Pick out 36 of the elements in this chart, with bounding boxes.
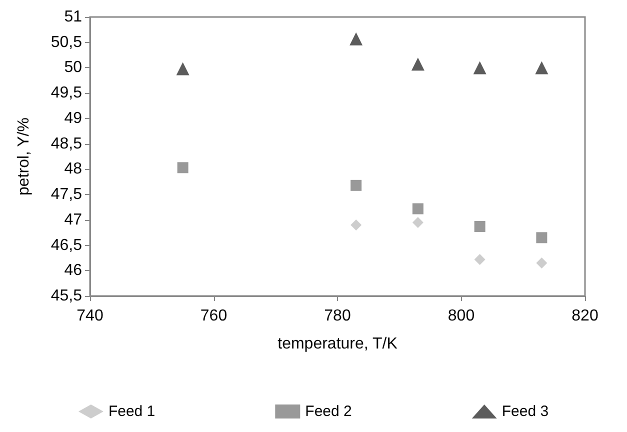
point — [412, 216, 424, 228]
y-tick-label: 48 — [64, 160, 82, 178]
point — [411, 58, 424, 71]
point — [350, 219, 362, 230]
y-tick-label: 49 — [64, 110, 82, 127]
point — [412, 203, 424, 214]
legend-label: Feed 3 — [502, 403, 549, 420]
point — [536, 232, 548, 244]
point — [474, 254, 486, 265]
legend-label: Feed 1 — [108, 403, 156, 420]
y-tick-label: 45,5 — [50, 288, 82, 304]
point — [176, 62, 190, 76]
y-tick-label: 47,5 — [50, 186, 82, 204]
point — [536, 258, 548, 269]
x-axis-title: temperature, T/K — [278, 336, 398, 352]
y-tick-label: 47 — [64, 211, 82, 228]
y-tick-label: 46,5 — [50, 236, 82, 254]
point — [535, 61, 548, 74]
y-tick-label: 49,5 — [50, 84, 82, 102]
x-tick-label: 800 — [448, 308, 475, 324]
point — [350, 32, 363, 46]
point — [474, 221, 486, 232]
point — [473, 61, 486, 74]
x-tick-label: 820 — [572, 308, 598, 324]
x-tick-label: 760 — [200, 308, 228, 324]
legend-label: Feed 2 — [305, 403, 352, 420]
y-tick-label: 48,5 — [50, 135, 82, 152]
x-tick-label: 740 — [76, 308, 104, 324]
point — [350, 180, 362, 191]
y-tick-label: 50 — [64, 59, 82, 76]
y-tick-label: 50,5 — [50, 34, 82, 51]
point — [177, 162, 188, 174]
y-axis-title: petrol, Y/% — [16, 118, 32, 196]
y-tick-label: 51 — [64, 8, 82, 26]
x-tick-label: 780 — [324, 308, 351, 324]
y-tick-label: 46 — [64, 262, 82, 280]
